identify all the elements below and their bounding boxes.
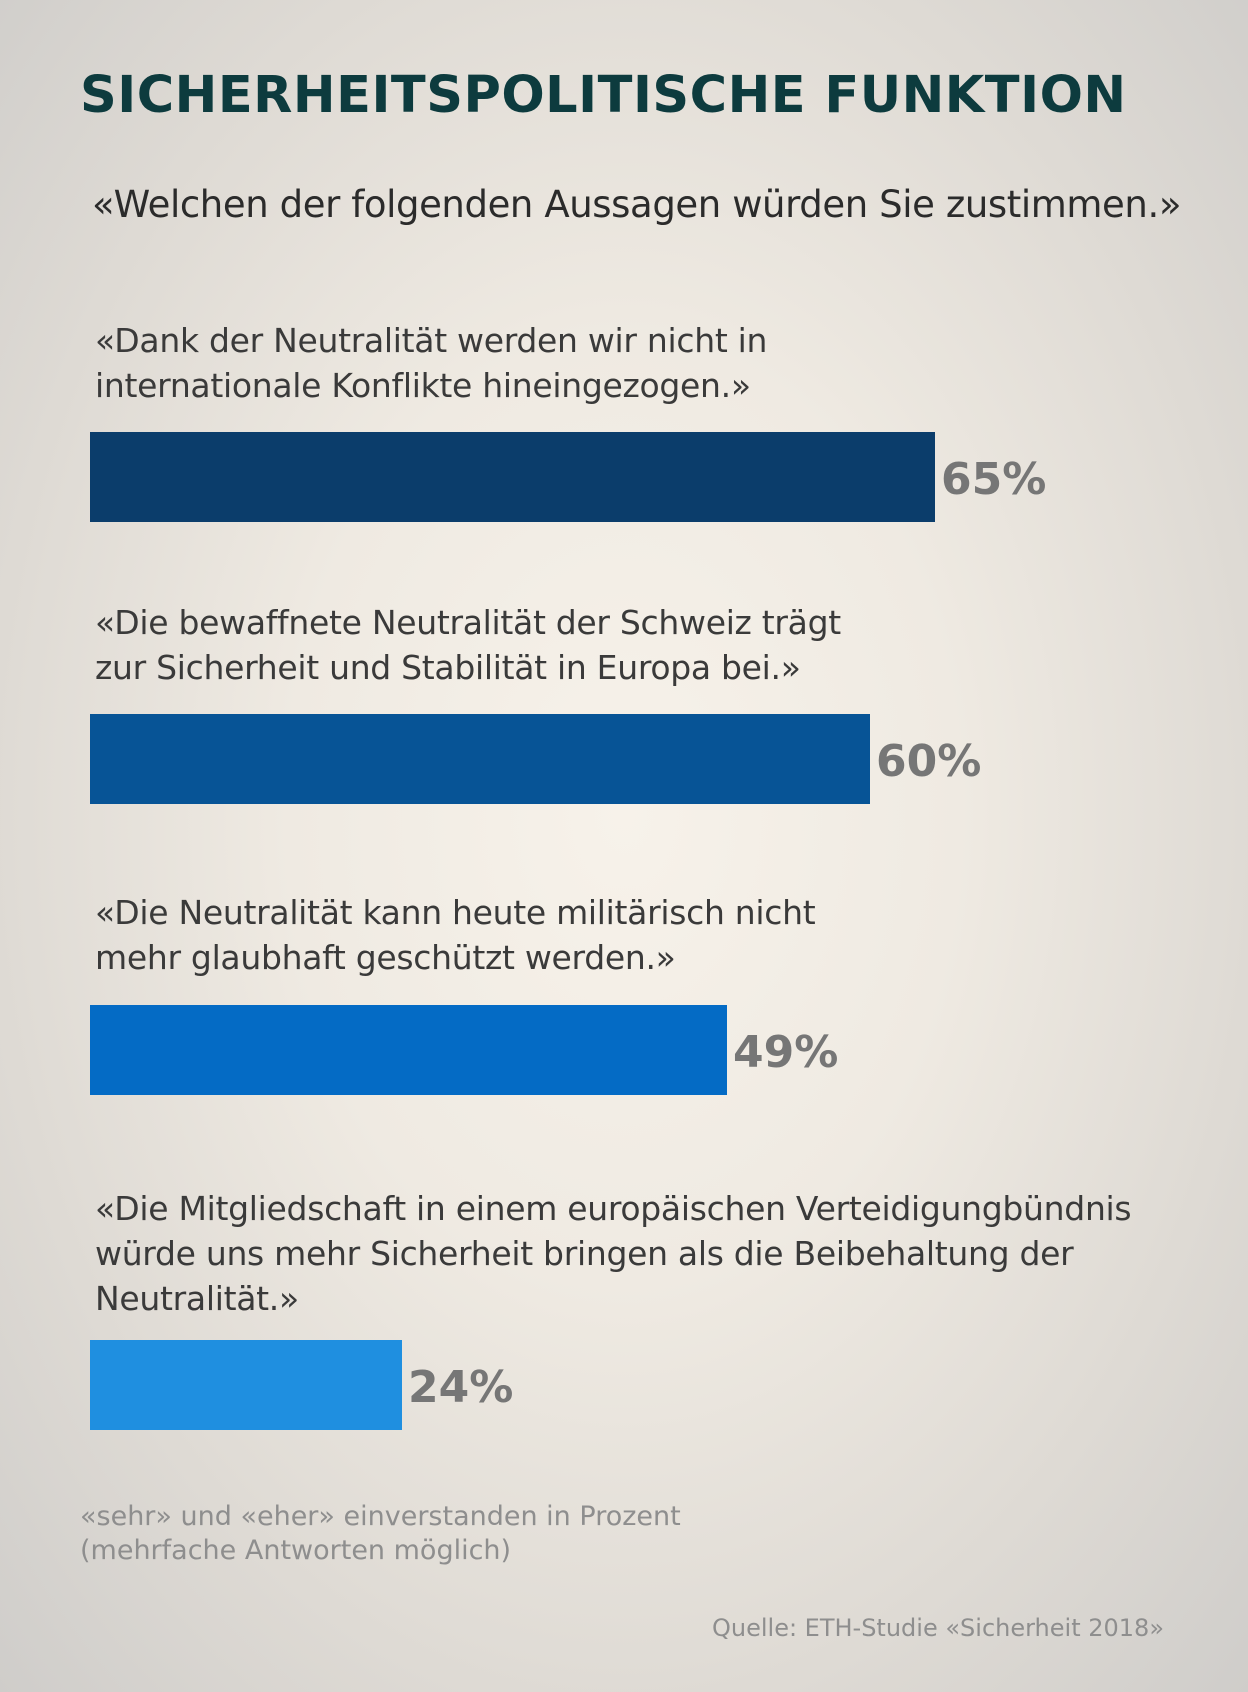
statement-label-4: «Die Mitgliedschaft in einem europäische… xyxy=(95,1189,1132,1318)
footnote-line-1: «sehr» und «eher» einverstanden in Proze… xyxy=(80,1501,681,1532)
statement-label-3: «Die Neutralität kann heute militärisch … xyxy=(95,893,816,977)
chart-title: SICHERHEITSPOLITISCHE FUNKTION xyxy=(80,66,1127,125)
value-label-2: 60% xyxy=(876,736,981,787)
footnote-line-2: (mehrfache Antworten möglich) xyxy=(80,1535,512,1566)
value-label-3: 49% xyxy=(733,1027,838,1078)
bar-2 xyxy=(90,714,870,804)
chart-subtitle: «Welchen der folgenden Aussagen würden S… xyxy=(92,183,1182,226)
bar-3 xyxy=(90,1005,727,1095)
footnote: «sehr» und «eher» einverstanden in Proze… xyxy=(80,1500,681,1568)
value-label-4: 24% xyxy=(408,1362,513,1413)
bar-1 xyxy=(90,432,935,522)
source-note: Quelle: ETH-Studie «Sicherheit 2018» xyxy=(711,1614,1164,1642)
statement-label-1: «Dank der Neutralität werden wir nicht i… xyxy=(95,321,768,405)
bar-4 xyxy=(90,1340,402,1430)
statement-label-2: «Die bewaffnete Neutralität der Schweiz … xyxy=(95,603,841,687)
value-label-1: 65% xyxy=(941,454,1046,505)
